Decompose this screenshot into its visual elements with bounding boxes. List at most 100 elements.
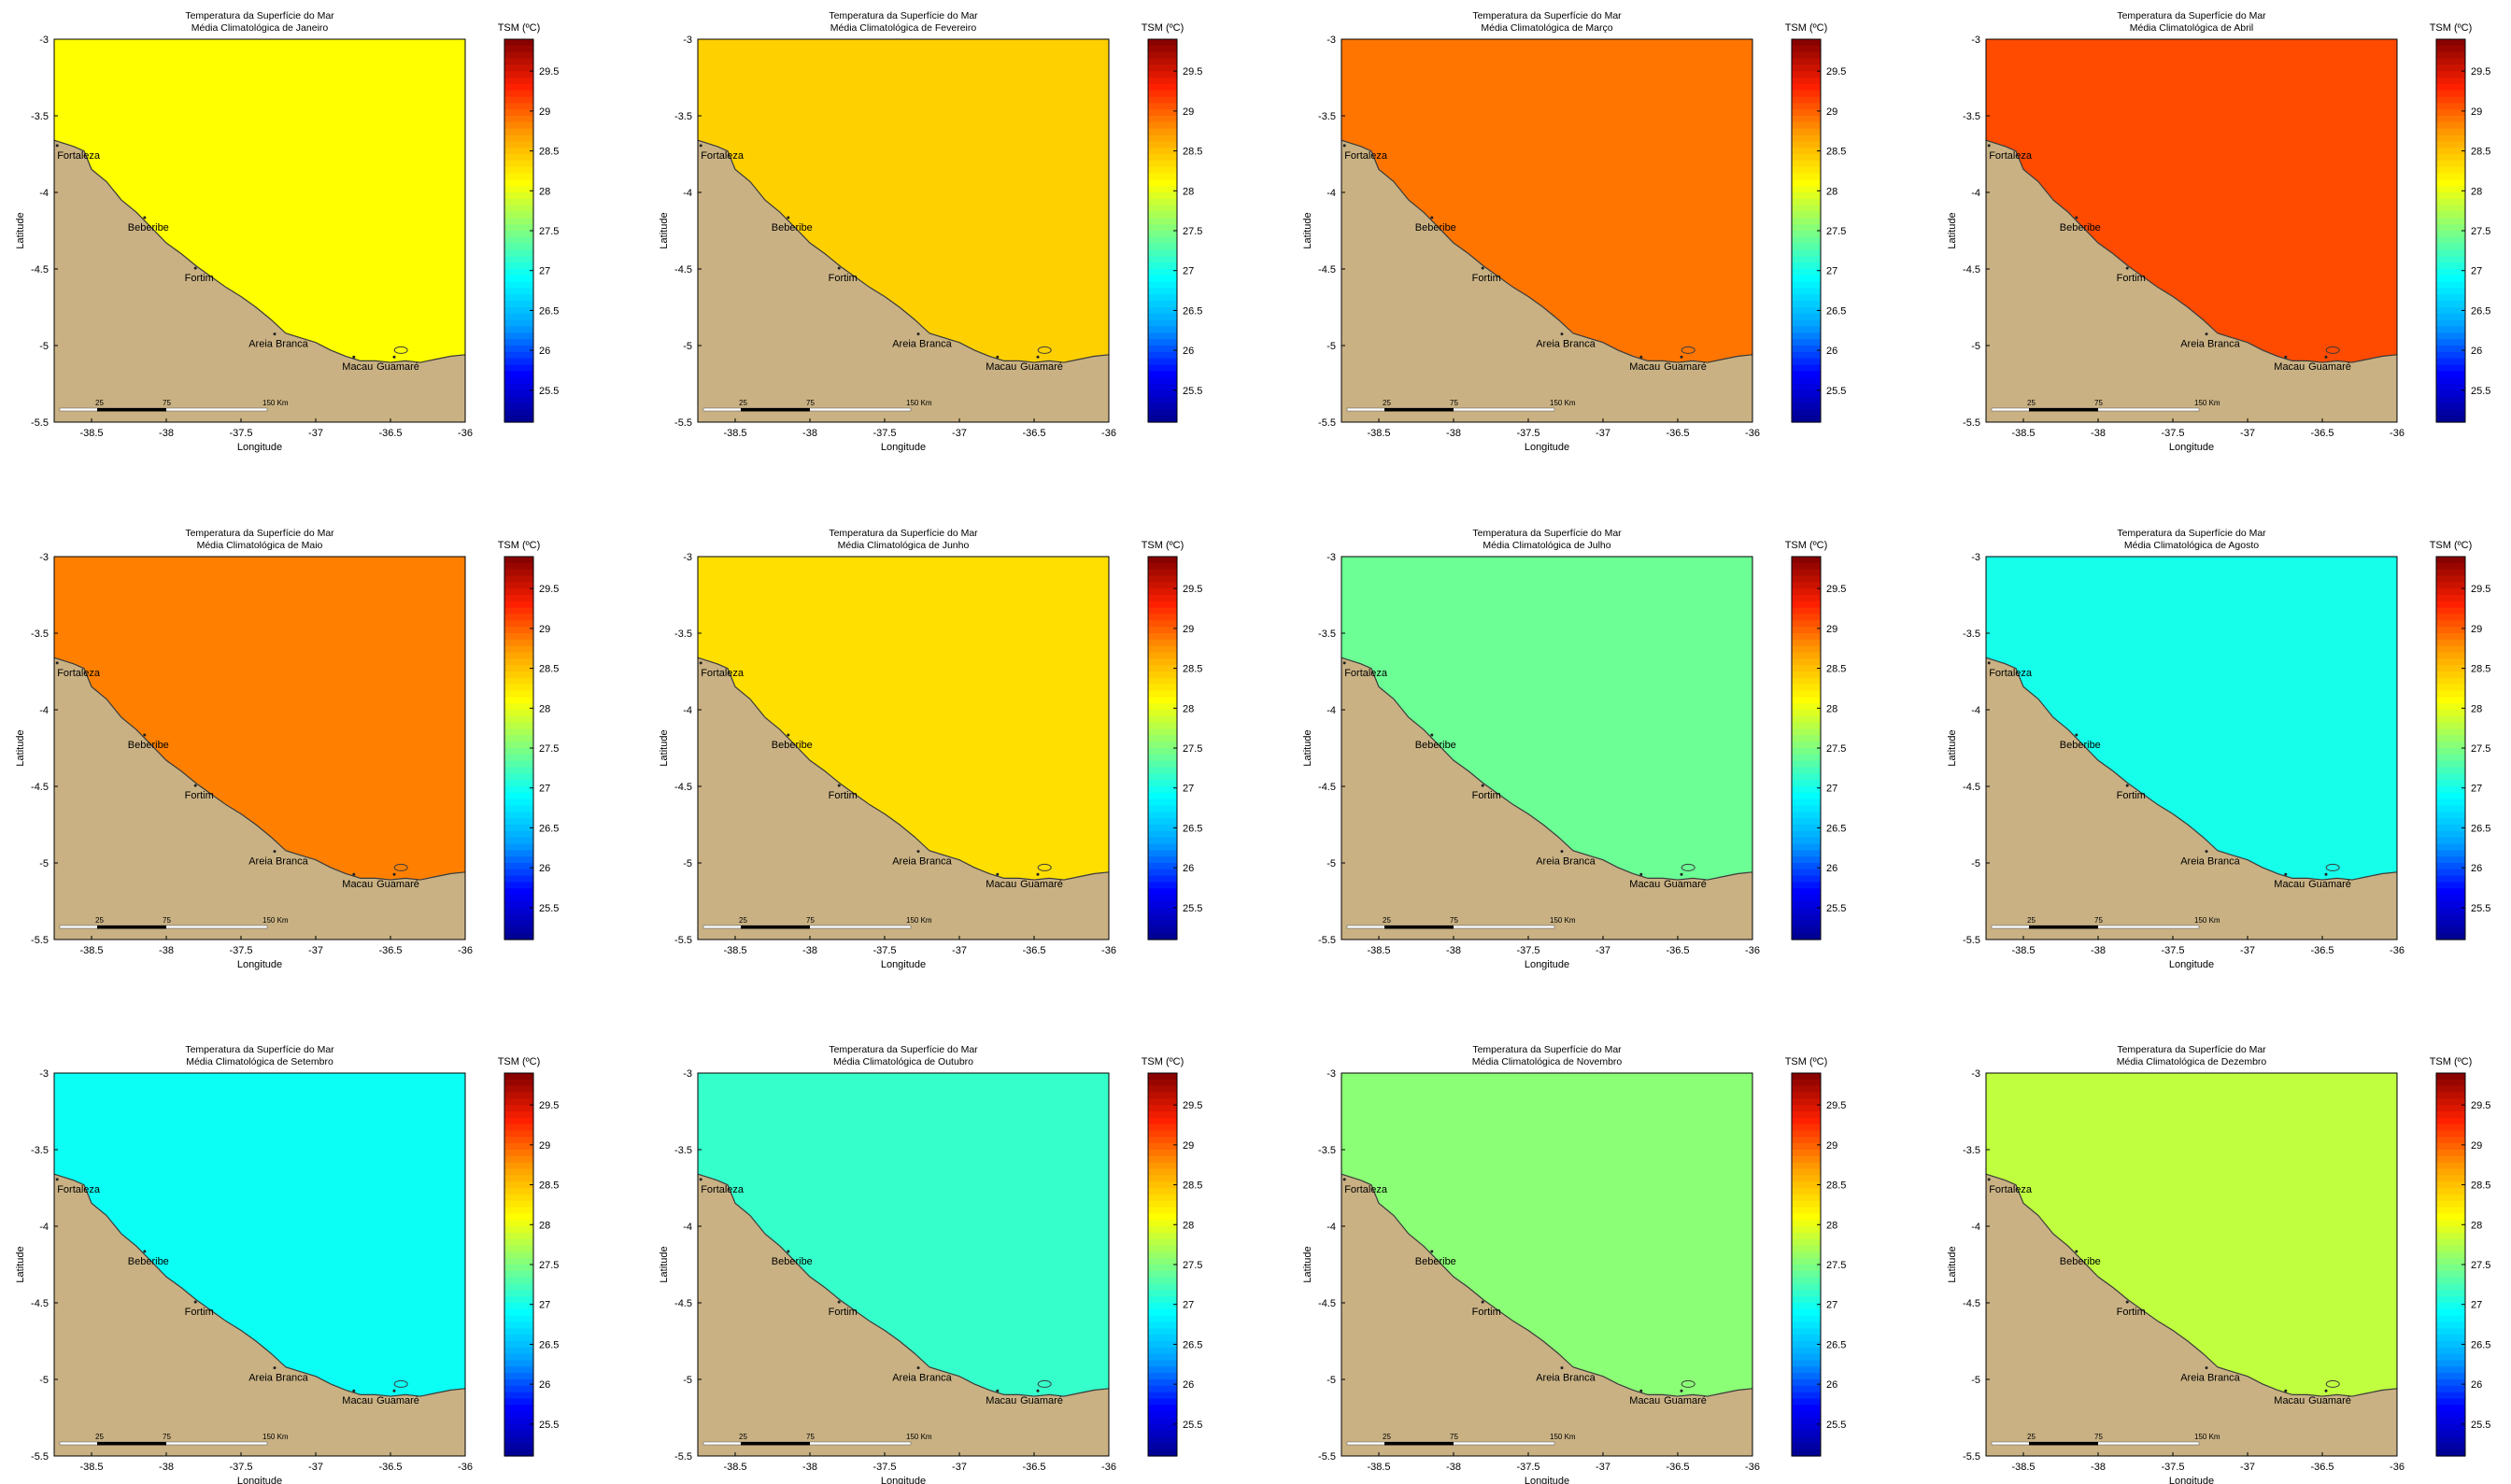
place-label: Fortim xyxy=(185,273,214,284)
colorbar-segment xyxy=(1148,665,1177,672)
colorbar-segment xyxy=(504,1430,533,1438)
colorbar-segment xyxy=(1792,697,1821,704)
colorbar-segment xyxy=(2436,281,2465,290)
colorbar-segment xyxy=(1148,301,1177,308)
x-tick-label: -38 xyxy=(1446,1462,1461,1473)
colorbar-segment xyxy=(1792,1296,1821,1304)
colorbar-segment xyxy=(2436,326,2465,333)
colorbar-segment xyxy=(1792,1251,1821,1259)
colorbar-segment xyxy=(2436,1188,2465,1195)
coastline xyxy=(1341,1173,1753,1397)
colorbar-segment xyxy=(1148,620,1177,628)
colorbar-segment xyxy=(2436,166,2465,175)
place-label: Beberibe xyxy=(772,222,813,233)
colorbar-segment xyxy=(1792,633,1821,641)
colorbar-segment xyxy=(1792,1265,1821,1272)
colorbar-segment xyxy=(2436,1251,2465,1259)
colorbar-segment xyxy=(504,313,533,321)
colorbar-segment xyxy=(1148,773,1177,781)
colorbar-segment xyxy=(1792,1347,1821,1355)
colorbar-title: TSM (ºC) xyxy=(2430,540,2473,551)
y-tick-label: -4.5 xyxy=(1963,1298,1980,1309)
colorbar-segment xyxy=(1792,562,1821,571)
colorbar-segment xyxy=(1148,96,1177,104)
colorbar-tick-label: 29.5 xyxy=(2471,584,2490,595)
x-axis-label: Longitude xyxy=(881,959,926,970)
colorbar-segment xyxy=(1792,825,1821,832)
colorbar-segment xyxy=(2436,416,2465,423)
colorbar-segment xyxy=(1792,45,1821,53)
lagoon-outline xyxy=(1681,863,1695,871)
colorbar-tick-label: 25.5 xyxy=(539,1420,559,1431)
colorbar-segment xyxy=(1792,90,1821,98)
colorbar-segment xyxy=(1792,1238,1821,1247)
colorbar-segment xyxy=(1792,275,1821,283)
colorbar-tick-label: 26 xyxy=(2471,1379,2482,1391)
y-axis-label: Latitude xyxy=(1302,729,1313,766)
colorbar-segment xyxy=(1148,1290,1177,1297)
colorbar-segment xyxy=(1792,1188,1821,1195)
x-tick-label: -38 xyxy=(2091,1462,2106,1473)
colorbar-tick-label: 25.5 xyxy=(1183,903,1202,914)
colorbar-segment xyxy=(504,1373,533,1380)
y-tick-label: -5 xyxy=(1971,1375,1980,1386)
colorbar-segment xyxy=(1792,71,1821,78)
colorbar-segment xyxy=(2436,1105,2465,1112)
colorbar-segment xyxy=(1792,913,1821,922)
colorbar-segment xyxy=(504,1150,533,1157)
place-label: Guamaré xyxy=(2308,1395,2351,1406)
colorbar-segment xyxy=(2436,1124,2465,1132)
colorbar-segment xyxy=(504,1392,533,1400)
colorbar-segment xyxy=(1792,364,1821,372)
place-marker xyxy=(1481,266,1484,270)
scale-label: 75 xyxy=(2094,916,2103,925)
colorbar-segment xyxy=(504,1085,533,1094)
panel-title: Temperatura da Superfície do Mar xyxy=(829,10,978,21)
y-tick-label: -5 xyxy=(1326,1375,1336,1386)
colorbar-segment xyxy=(2436,799,2465,807)
colorbar-segment xyxy=(504,901,533,909)
colorbar-tick-label: 28.5 xyxy=(1183,1180,1202,1192)
x-tick-label: -37.5 xyxy=(2161,428,2184,439)
colorbar-tick-label: 28.5 xyxy=(2471,147,2490,158)
colorbar-segment xyxy=(504,389,533,398)
colorbar-segment xyxy=(1792,760,1821,769)
colorbar-segment xyxy=(504,588,533,596)
colorbar-tick-label: 27.5 xyxy=(1826,1260,1846,1271)
colorbar-segment xyxy=(1792,1308,1821,1317)
colorbar-segment xyxy=(504,1270,533,1279)
colorbar-segment xyxy=(1148,843,1177,851)
colorbar-tick-label: 28 xyxy=(1826,1220,1837,1231)
colorbar-segment xyxy=(1148,371,1177,378)
colorbar-segment xyxy=(2436,1443,2465,1450)
coastline xyxy=(1341,139,1753,363)
scale-label: 150 Km xyxy=(906,1433,932,1441)
colorbar-segment xyxy=(1792,607,1821,615)
place-marker xyxy=(1560,1366,1564,1370)
colorbar-segment xyxy=(504,1405,533,1412)
colorbar-tick-label: 26 xyxy=(539,1379,550,1391)
colorbar-segment xyxy=(504,805,533,813)
colorbar-tick-label: 28 xyxy=(1826,703,1837,714)
place-label: Beberibe xyxy=(128,740,169,751)
place-marker xyxy=(1680,1389,1683,1392)
colorbar-segment xyxy=(504,1181,533,1189)
land-area xyxy=(698,1174,1109,1456)
colorbar-tick-label: 28.5 xyxy=(539,147,559,158)
colorbar-segment xyxy=(504,690,533,698)
colorbar-segment xyxy=(2436,614,2465,621)
colorbar-segment xyxy=(2436,1283,2465,1291)
colorbar-segment xyxy=(504,1398,533,1406)
place-marker xyxy=(996,355,1000,359)
x-tick-label: -36.5 xyxy=(2310,945,2334,956)
colorbar-segment xyxy=(2436,1366,2465,1374)
colorbar-segment xyxy=(504,1207,533,1214)
scale-label: 150 Km xyxy=(262,916,289,925)
colorbar-segment xyxy=(1148,346,1177,353)
colorbar-segment xyxy=(1148,1213,1177,1221)
colorbar-segment xyxy=(1148,262,1177,270)
colorbar-segment xyxy=(504,1155,533,1164)
y-tick-label: -3 xyxy=(683,1068,692,1080)
y-tick-label: -3.5 xyxy=(674,111,692,122)
x-tick-label: -36 xyxy=(458,1462,473,1473)
